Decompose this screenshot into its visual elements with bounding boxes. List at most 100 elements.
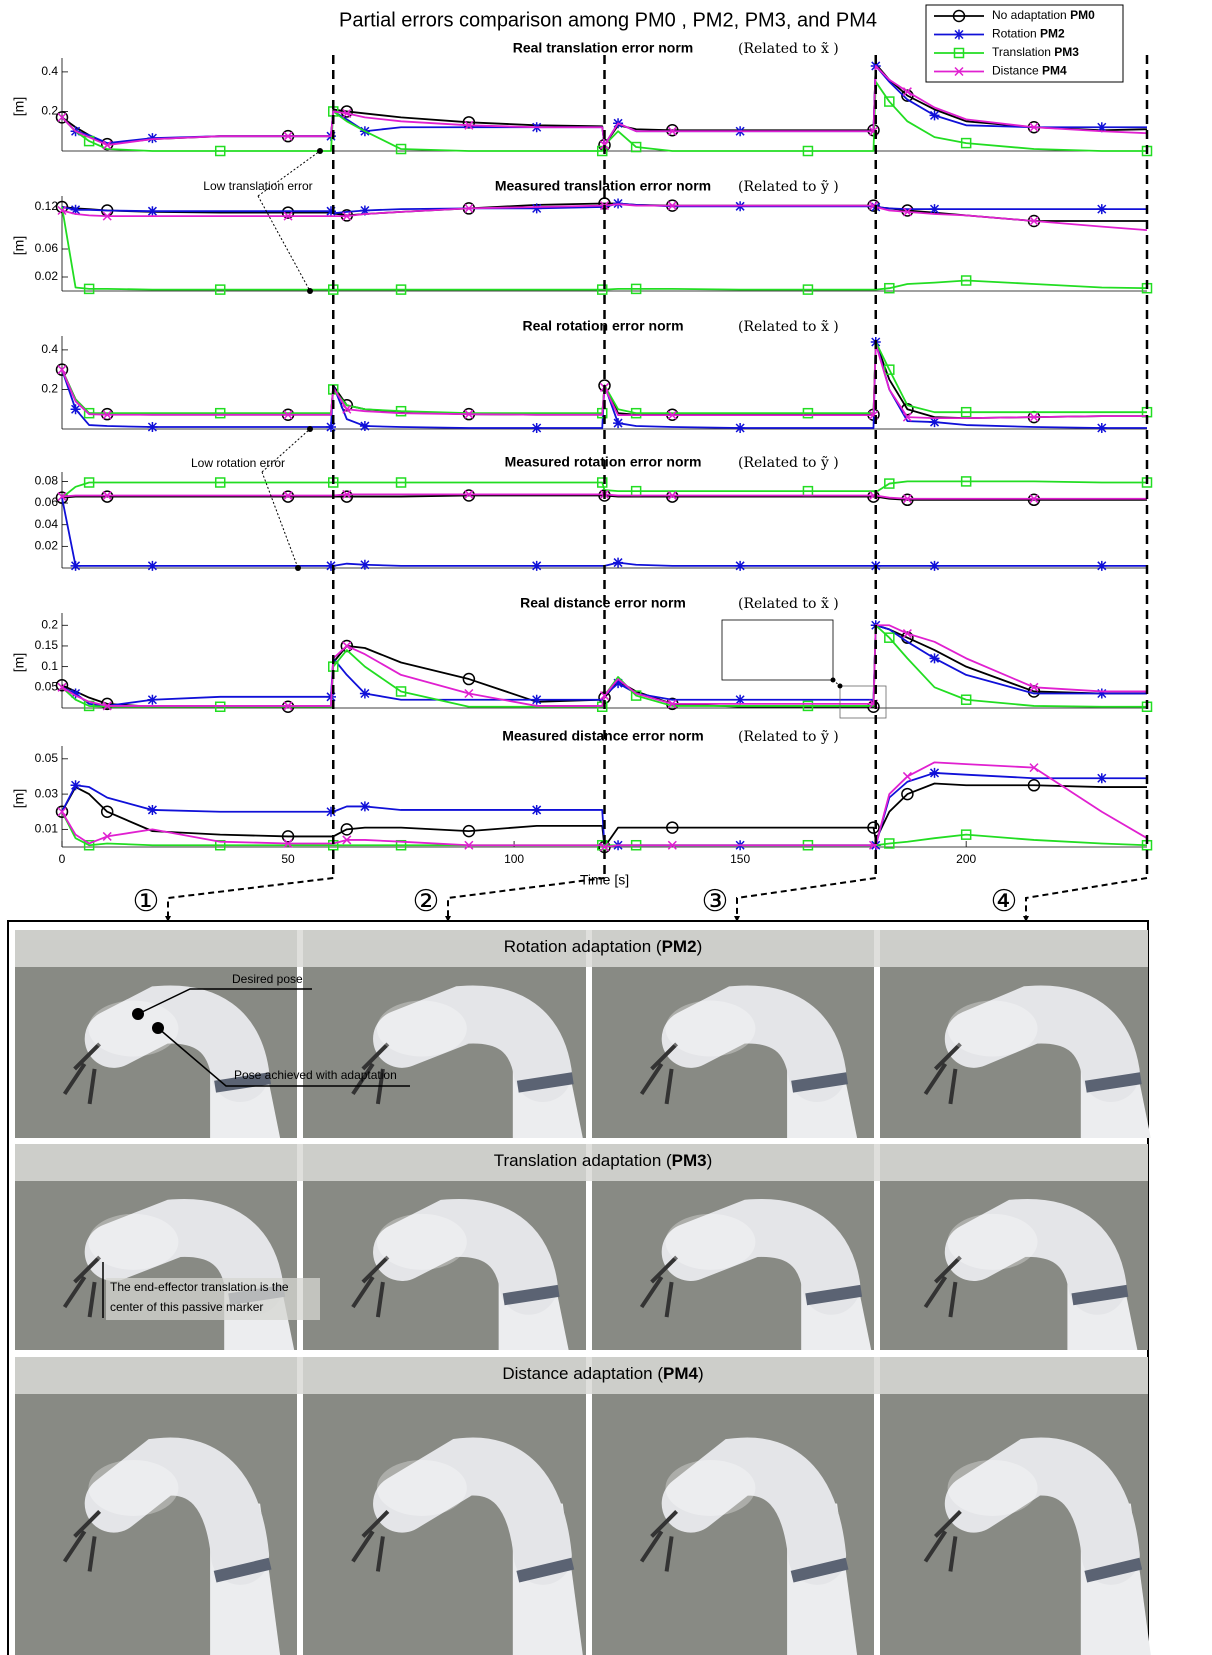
marker	[902, 629, 912, 639]
zoom-dot	[830, 677, 836, 683]
marker	[1029, 494, 1039, 504]
panel: 0.05 0.1 0.15 0.2 [m] Real distance error nor…	[11, 595, 1153, 714]
marker	[214, 145, 226, 157]
marker	[960, 694, 972, 705]
marker	[325, 206, 336, 217]
y-tick-label: 0.01	[35, 822, 59, 836]
marker	[531, 423, 542, 434]
note-leader	[137, 988, 312, 1015]
row-header	[15, 1357, 1148, 1394]
robot-ghost	[88, 1459, 179, 1516]
robot-gripper	[639, 1255, 679, 1318]
marker	[342, 404, 352, 414]
marker	[283, 131, 293, 141]
marker	[613, 557, 624, 568]
marker	[952, 9, 966, 23]
robot-gripper	[639, 1510, 679, 1572]
robot-band	[790, 1557, 849, 1583]
marker	[395, 284, 407, 295]
marker	[147, 694, 158, 705]
y-tick-label: 0.15	[35, 638, 59, 652]
marker	[83, 477, 95, 488]
legend-label: Distance PM4	[992, 64, 1067, 78]
robot-gripper	[62, 1042, 102, 1105]
marker	[340, 105, 354, 118]
phase-connector	[1025, 877, 1148, 918]
series-line	[61, 206, 1148, 291]
marker	[395, 405, 407, 417]
legend-label: No adaptation PM0	[992, 8, 1095, 22]
legend-label: Rotation PM2	[992, 27, 1065, 41]
y-tick-label: 0.4	[41, 342, 58, 356]
phase-arrow	[734, 916, 740, 922]
phase-connector	[447, 877, 605, 918]
panel-title: Measured translation error norm	[495, 178, 711, 194]
robot-band	[791, 1072, 849, 1093]
marker	[462, 489, 476, 502]
robot-gripper	[923, 1255, 962, 1318]
marker	[359, 688, 370, 699]
robot-gripper	[62, 1255, 102, 1318]
marker	[802, 700, 814, 712]
phase-label: ③	[702, 885, 729, 918]
marker	[283, 490, 293, 501]
marker	[735, 423, 746, 434]
marker	[531, 804, 542, 815]
marker	[70, 404, 81, 415]
marker	[929, 560, 940, 571]
robot-arm	[84, 1437, 270, 1585]
panel: 0.2 0.4 Real rotation error norm (Related t…	[41, 318, 1153, 434]
robot-gripper	[923, 1042, 962, 1105]
marker	[884, 282, 895, 294]
x-tick-label: 0	[59, 852, 66, 866]
marker	[462, 824, 476, 838]
photo-grid: Rotation adaptation (PM2) Translation ada…	[7, 920, 1151, 1655]
y-tick-label: 0.08	[35, 474, 59, 488]
robot-arm	[661, 1437, 847, 1585]
marker	[1029, 682, 1039, 692]
marker	[325, 422, 336, 433]
robot-arm	[661, 1198, 861, 1315]
annotation-leader	[261, 428, 311, 569]
marker	[1096, 773, 1107, 784]
robot-arm	[373, 1198, 558, 1315]
marker	[1096, 688, 1107, 699]
marker	[531, 203, 542, 214]
robot-ghost	[665, 1459, 756, 1516]
marker	[666, 821, 679, 834]
panel: 0.02 0.04 0.06 0.08 Measured rotation error …	[35, 454, 1153, 571]
marker	[395, 686, 407, 697]
marker	[1029, 763, 1039, 773]
y-axis-label: [m]	[11, 653, 27, 672]
zoom-dot	[837, 683, 843, 689]
marker	[884, 478, 895, 489]
marker	[960, 829, 972, 840]
marker	[667, 490, 677, 501]
robot-band	[213, 1557, 272, 1583]
panel-title: Real translation error norm	[513, 40, 694, 56]
marker	[70, 688, 81, 699]
marker	[666, 123, 679, 137]
x-tick-label: 100	[504, 852, 524, 866]
marker	[100, 490, 114, 503]
marker	[342, 108, 352, 118]
robot-band	[1084, 1072, 1142, 1093]
marker	[395, 839, 407, 851]
marker	[359, 801, 370, 812]
row-header	[15, 930, 1148, 967]
marker	[342, 835, 352, 845]
panel-subtitle: (Related to ỹ )	[738, 455, 839, 471]
robot-band	[516, 1557, 575, 1583]
marker	[902, 412, 912, 422]
marker	[884, 632, 895, 643]
y-tick-label: 0.2	[41, 382, 58, 396]
marker	[596, 477, 608, 488]
marker	[283, 410, 293, 420]
panel-title: Measured rotation error norm	[505, 454, 702, 470]
y-tick-label: 0.2	[41, 104, 58, 118]
marker	[667, 201, 677, 211]
panel-title: Real rotation error norm	[522, 318, 683, 334]
marker	[359, 559, 370, 570]
robot-band	[516, 1072, 574, 1093]
marker	[395, 143, 407, 155]
